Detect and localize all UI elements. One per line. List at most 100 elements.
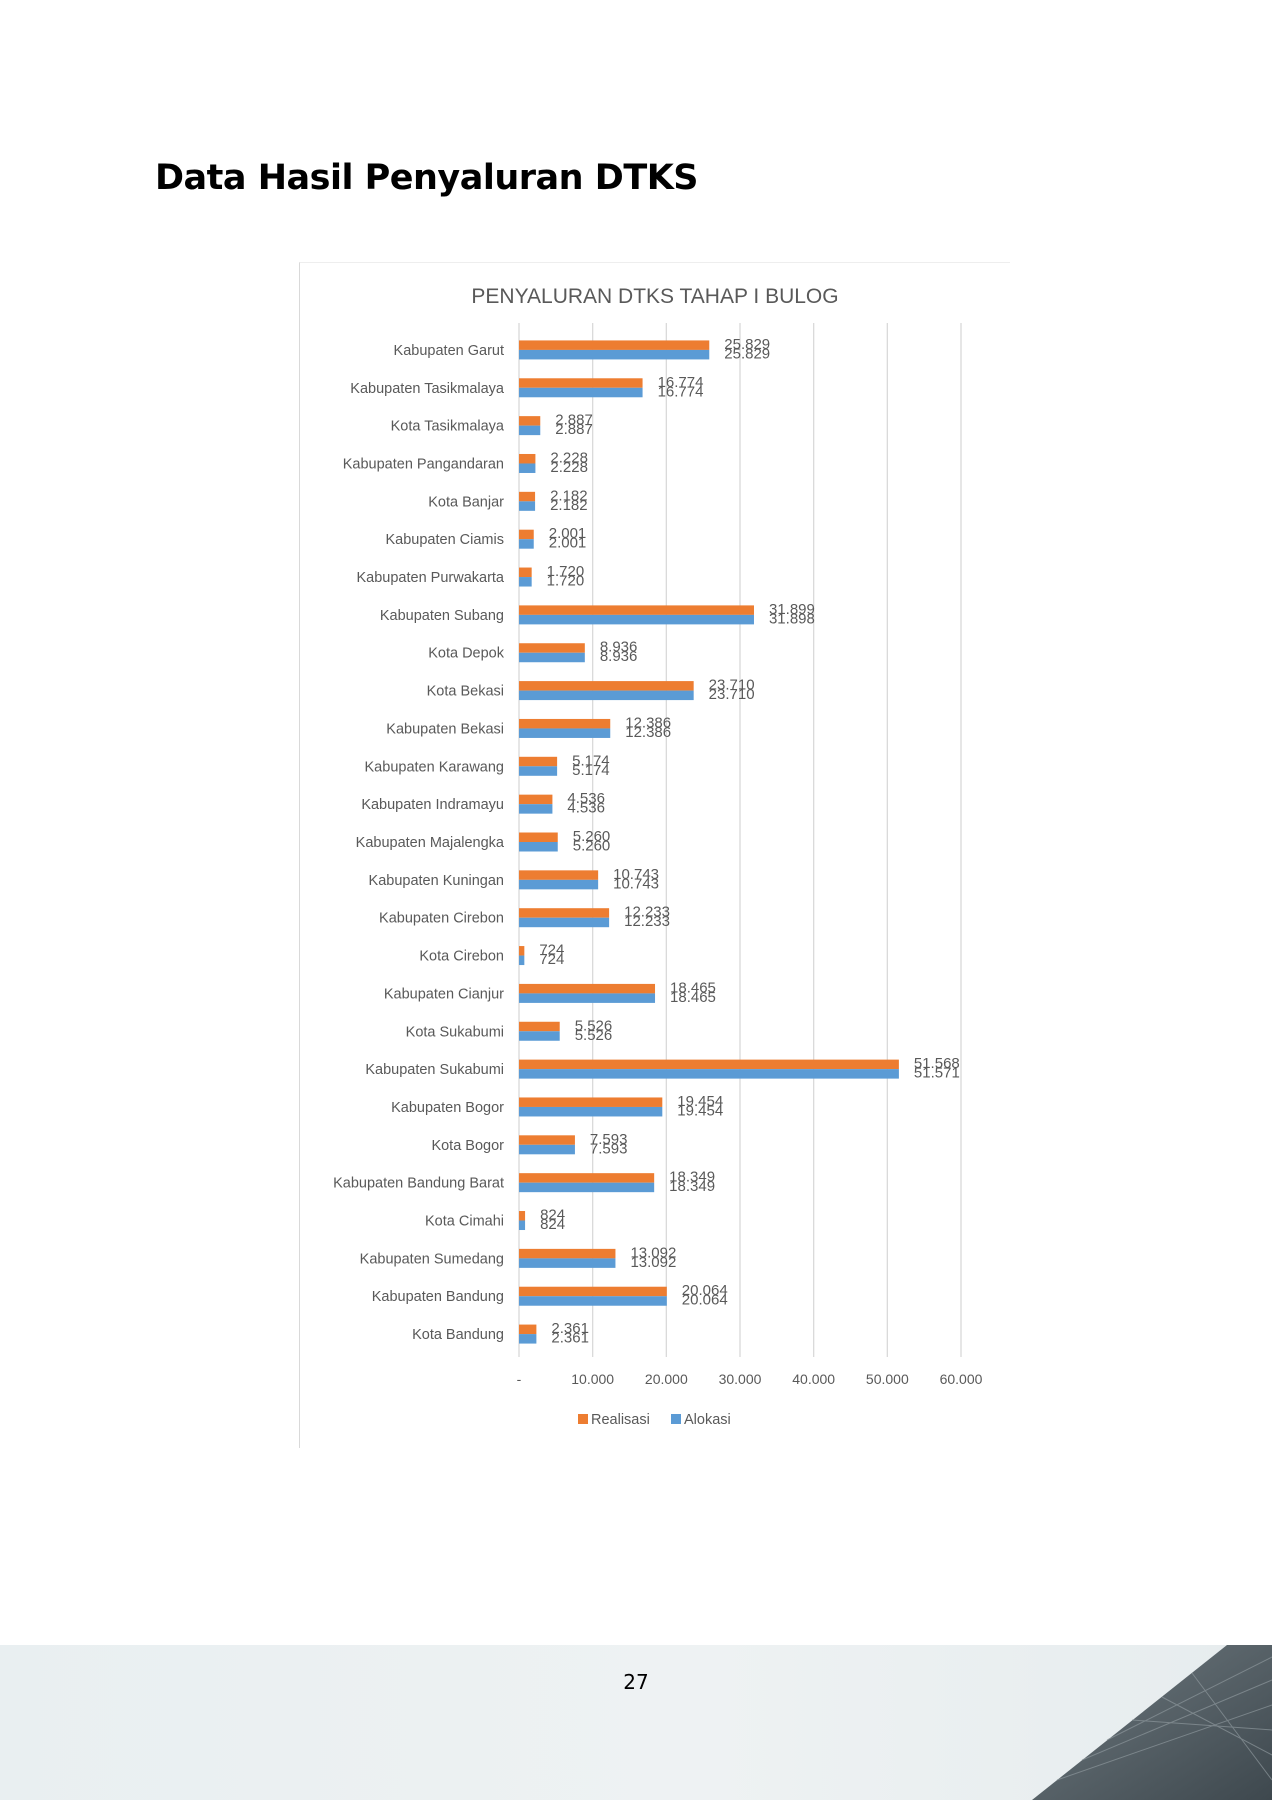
category-label: Kota Bekasi bbox=[427, 684, 504, 700]
footer-band bbox=[0, 1645, 1272, 1800]
bar-realisasi bbox=[519, 416, 541, 426]
data-label-realisasi: 4.536 bbox=[567, 790, 605, 807]
bar-alokasi bbox=[519, 614, 754, 625]
bar-alokasi bbox=[519, 1182, 655, 1193]
data-label-alokasi: 824 bbox=[540, 1216, 565, 1233]
bar-realisasi bbox=[519, 1286, 667, 1297]
category-label: Kabupaten Sukabumi bbox=[365, 1062, 504, 1078]
data-label-alokasi: 19.454 bbox=[677, 1102, 723, 1119]
chart-title: PENYALURAN DTKS TAHAP I BULOG bbox=[471, 285, 838, 308]
data-label-alokasi: 5.260 bbox=[573, 838, 611, 855]
category-label: Kabupaten Sumedang bbox=[360, 1251, 504, 1267]
category-label: Kabupaten Cirebon bbox=[379, 911, 504, 927]
bar-alokasi bbox=[519, 917, 610, 928]
category-label: Kabupaten Majalengka bbox=[356, 835, 505, 851]
data-label-realisasi: 2.361 bbox=[551, 1320, 589, 1337]
x-tick-label: 20.000 bbox=[645, 1371, 688, 1387]
data-label-alokasi: 18.349 bbox=[669, 1178, 715, 1195]
data-label-alokasi: 2.182 bbox=[550, 497, 588, 514]
bar-realisasi bbox=[519, 605, 754, 615]
bar-realisasi bbox=[519, 756, 558, 767]
bar-realisasi bbox=[519, 1173, 655, 1183]
bar-realisasi bbox=[519, 491, 536, 502]
bar-realisasi bbox=[519, 1059, 899, 1070]
data-label-realisasi: 23.710 bbox=[709, 677, 755, 694]
x-tick-label: 40.000 bbox=[792, 1371, 835, 1387]
bar-realisasi bbox=[519, 946, 525, 956]
category-label: Kabupaten Subang bbox=[380, 608, 504, 624]
bar-alokasi bbox=[519, 1296, 667, 1306]
data-label-realisasi: 19.454 bbox=[677, 1093, 723, 1110]
category-label: Kabupaten Bandung Barat bbox=[333, 1176, 504, 1192]
roof-decoration-icon bbox=[1032, 1645, 1272, 1800]
data-label-realisasi: 724 bbox=[539, 942, 564, 959]
bar-realisasi bbox=[519, 1248, 616, 1259]
data-label-realisasi: 31.899 bbox=[769, 601, 815, 618]
bar-realisasi bbox=[519, 718, 611, 729]
bar-alokasi bbox=[519, 652, 585, 663]
data-label-alokasi: 1.720 bbox=[547, 573, 585, 590]
data-label-realisasi: 7.593 bbox=[590, 1131, 628, 1148]
page-number: 27 bbox=[623, 1670, 649, 1694]
bar-alokasi bbox=[519, 1334, 537, 1344]
bar-alokasi bbox=[519, 690, 694, 701]
data-label-alokasi: 18.465 bbox=[670, 989, 716, 1006]
data-label-alokasi: 8.936 bbox=[600, 648, 638, 665]
bar-alokasi bbox=[519, 842, 558, 852]
bar-realisasi bbox=[519, 681, 694, 691]
category-label: Kota Bogor bbox=[431, 1138, 504, 1154]
bar-alokasi bbox=[519, 1069, 899, 1079]
bar-realisasi bbox=[519, 643, 585, 653]
data-label-realisasi: 25.829 bbox=[724, 336, 770, 353]
bar-realisasi bbox=[519, 1021, 560, 1032]
page-heading: Data Hasil Penyaluran DTKS bbox=[155, 158, 699, 198]
bar-realisasi bbox=[519, 832, 558, 842]
legend-swatch-alokasi bbox=[671, 1414, 681, 1424]
category-label: Kabupaten Cianjur bbox=[384, 986, 504, 1002]
category-label: Kabupaten Bekasi bbox=[386, 721, 504, 737]
data-label-alokasi: 13.092 bbox=[630, 1254, 676, 1271]
bar-realisasi bbox=[519, 1211, 526, 1221]
x-tick-label: 60.000 bbox=[940, 1371, 983, 1387]
x-tick-label: 10.000 bbox=[571, 1371, 614, 1387]
data-label-alokasi: 2.001 bbox=[549, 535, 587, 552]
bar-realisasi bbox=[519, 1097, 663, 1107]
data-label-alokasi: 51.571 bbox=[914, 1065, 960, 1082]
data-label-realisasi: 18.465 bbox=[670, 979, 716, 996]
x-tick-label: - bbox=[517, 1371, 522, 1387]
data-label-realisasi: 5.174 bbox=[572, 752, 610, 769]
bar-alokasi bbox=[519, 1144, 575, 1155]
bar-realisasi bbox=[519, 908, 610, 918]
category-label: Kota Depok bbox=[428, 646, 505, 662]
category-label: Kota Tasikmalaya bbox=[391, 419, 505, 435]
category-label: Kota Sukabumi bbox=[406, 1024, 504, 1040]
bar-alokasi bbox=[519, 804, 553, 814]
data-label-realisasi: 824 bbox=[540, 1207, 565, 1224]
bar-realisasi bbox=[519, 1135, 575, 1145]
data-label-alokasi: 12.386 bbox=[625, 724, 671, 741]
data-label-alokasi: 2.228 bbox=[550, 459, 588, 476]
category-label: Kabupaten Karawang bbox=[365, 759, 504, 775]
category-label: Kabupaten Purwakarta bbox=[356, 570, 504, 586]
bar-alokasi bbox=[519, 1220, 526, 1231]
data-label-alokasi: 4.536 bbox=[567, 800, 605, 817]
data-label-realisasi: 8.936 bbox=[600, 639, 638, 656]
data-label-realisasi: 12.386 bbox=[625, 714, 671, 731]
category-label: Kota Banjar bbox=[428, 494, 504, 510]
data-label-realisasi: 2.182 bbox=[550, 487, 588, 504]
category-label: Kabupaten Bandung bbox=[372, 1289, 504, 1305]
bar-realisasi bbox=[519, 794, 553, 805]
data-label-realisasi: 51.568 bbox=[914, 1055, 960, 1072]
chart-frame: PENYALURAN DTKS TAHAP I BULOG - 10.000 20.0… bbox=[299, 262, 1010, 1448]
legend-swatch-realisasi bbox=[578, 1414, 588, 1424]
bar-alokasi bbox=[519, 766, 558, 776]
data-label-alokasi: 7.593 bbox=[590, 1140, 628, 1157]
legend-label-alokasi: Alokasi bbox=[684, 1412, 731, 1428]
bar-realisasi bbox=[519, 453, 536, 464]
data-label-realisasi: 18.349 bbox=[669, 1169, 715, 1186]
bar-realisasi bbox=[519, 983, 656, 994]
data-label-realisasi: 5.260 bbox=[573, 828, 611, 845]
data-label-alokasi: 12.233 bbox=[624, 913, 670, 930]
bar-realisasi bbox=[519, 529, 534, 540]
bar-alokasi bbox=[519, 539, 534, 549]
